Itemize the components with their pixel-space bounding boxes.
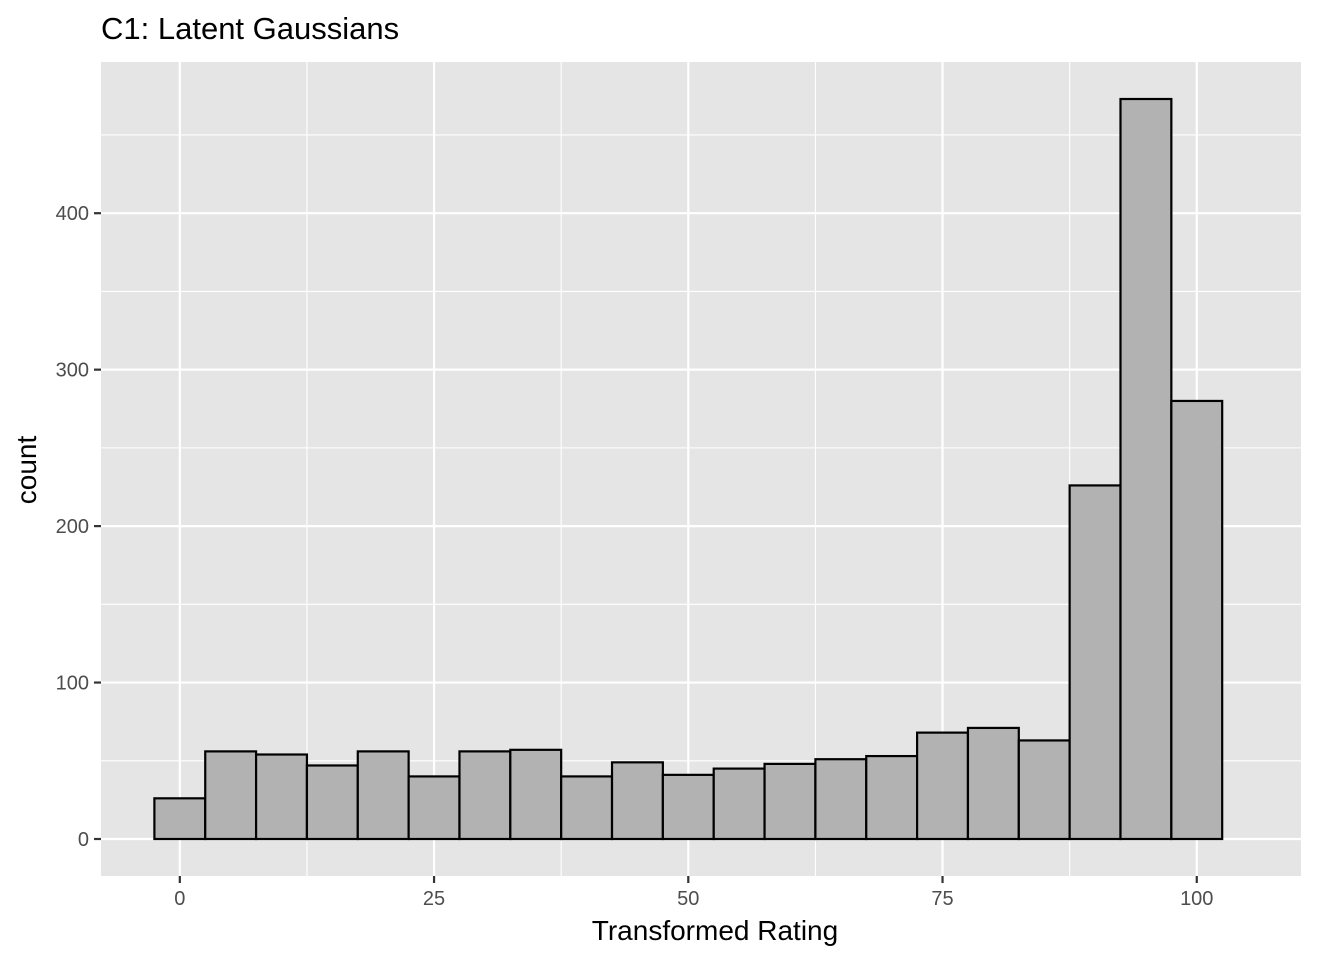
x-tick-label: 25	[423, 888, 445, 910]
chart-title: C1: Latent Gaussians	[101, 11, 399, 46]
x-tick-label: 75	[931, 888, 953, 910]
histogram-bar	[560, 775, 614, 841]
histogram-bar	[305, 764, 359, 841]
histogram-bar	[1068, 484, 1122, 841]
x-tick-label: 100	[1180, 888, 1213, 910]
x-axis: 0 25 50 75 100	[174, 876, 1213, 910]
histogram-bar	[407, 775, 461, 841]
y-tick-label: 400	[56, 203, 89, 225]
x-tick-label: 0	[174, 888, 185, 910]
histogram-bar	[1170, 399, 1224, 841]
histogram-bar	[763, 762, 817, 841]
x-axis-title: Transformed Rating	[592, 915, 838, 946]
y-tick-label: 0	[78, 829, 89, 851]
x-tick-label: 50	[677, 888, 699, 910]
histogram-bars	[153, 97, 1224, 841]
histogram-bar	[153, 797, 207, 841]
y-axis: 0 100 200 300 400	[56, 203, 101, 851]
y-axis-title: count	[11, 436, 42, 505]
histogram-bar	[814, 758, 868, 841]
histogram-bar	[610, 761, 664, 841]
histogram-bar	[661, 773, 715, 841]
histogram-bar	[916, 731, 970, 841]
y-tick-label: 200	[56, 516, 89, 538]
histogram-bar	[458, 750, 512, 841]
histogram-bar	[865, 754, 919, 841]
histogram-bar	[509, 748, 563, 841]
y-tick-label: 100	[56, 673, 89, 695]
histogram-bar	[1119, 97, 1173, 841]
y-tick-label: 300	[56, 360, 89, 382]
histogram-bar	[204, 750, 258, 841]
histogram-bar	[254, 753, 309, 841]
histogram-bar	[712, 767, 766, 841]
histogram-bar	[966, 726, 1020, 841]
histogram-bar	[356, 750, 410, 841]
histogram-bar	[1017, 739, 1071, 841]
